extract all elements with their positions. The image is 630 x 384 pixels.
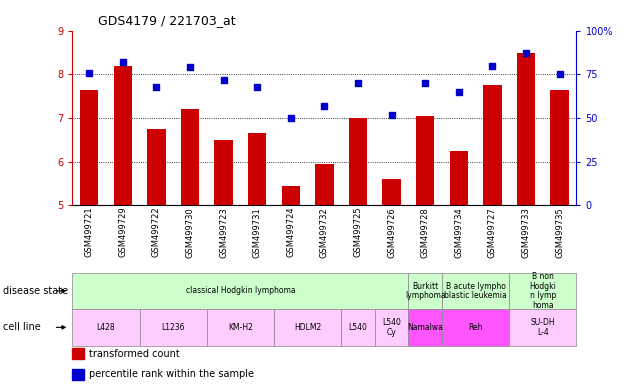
Bar (349, 118, 367, 205)
Bar (282, 186, 300, 205)
Bar (442, 273, 509, 309)
Bar (72, 273, 408, 309)
Bar (408, 309, 442, 346)
Text: Burkitt
lymphoma: Burkitt lymphoma (405, 281, 445, 300)
Bar (416, 116, 435, 205)
Bar (450, 151, 468, 205)
Point (252, 84, 262, 90)
Bar (483, 85, 501, 205)
Text: B non
Hodgki
n lymp
homa: B non Hodgki n lymp homa (529, 272, 556, 310)
Point (118, 59, 128, 65)
Text: L1236: L1236 (161, 323, 185, 332)
Bar (140, 309, 207, 346)
Point (286, 115, 296, 121)
Bar (551, 90, 569, 205)
Bar (72, 369, 84, 379)
Bar (442, 309, 509, 346)
Bar (509, 273, 576, 309)
Text: KM-H2: KM-H2 (228, 323, 253, 332)
Bar (248, 133, 266, 205)
Text: L540
Cy: L540 Cy (382, 318, 401, 337)
Point (454, 89, 464, 95)
Point (521, 50, 531, 56)
Point (420, 80, 430, 86)
Text: disease state: disease state (3, 286, 68, 296)
Bar (274, 309, 341, 346)
Point (185, 65, 195, 71)
Bar (214, 140, 233, 205)
Text: percentile rank within the sample: percentile rank within the sample (89, 369, 254, 379)
Text: L540: L540 (348, 323, 367, 332)
Point (387, 111, 397, 118)
Text: transformed count: transformed count (89, 349, 180, 359)
Bar (207, 309, 274, 346)
Bar (315, 164, 334, 205)
Bar (72, 348, 84, 359)
Point (84, 70, 94, 76)
Point (319, 103, 329, 109)
Text: SU-DH
L-4: SU-DH L-4 (530, 318, 555, 337)
Point (219, 76, 229, 83)
Bar (408, 273, 442, 309)
Bar (509, 309, 576, 346)
Bar (517, 53, 536, 205)
Bar (341, 309, 375, 346)
Text: L428: L428 (97, 323, 115, 332)
Text: classical Hodgkin lymphoma: classical Hodgkin lymphoma (186, 286, 295, 295)
Text: GDS4179 / 221703_at: GDS4179 / 221703_at (98, 14, 236, 27)
Point (554, 71, 564, 78)
Text: Namalwa: Namalwa (408, 323, 443, 332)
Bar (375, 309, 408, 346)
Point (353, 80, 363, 86)
Bar (72, 309, 140, 346)
Point (151, 84, 161, 90)
Bar (382, 179, 401, 205)
Point (488, 63, 498, 69)
Bar (113, 66, 132, 205)
Bar (147, 129, 166, 205)
Bar (80, 90, 98, 205)
Text: HDLM2: HDLM2 (294, 323, 321, 332)
Text: cell line: cell line (3, 322, 41, 333)
Text: Reh: Reh (468, 323, 483, 332)
Bar (181, 109, 199, 205)
Text: B acute lympho
blastic leukemia: B acute lympho blastic leukemia (444, 281, 507, 300)
